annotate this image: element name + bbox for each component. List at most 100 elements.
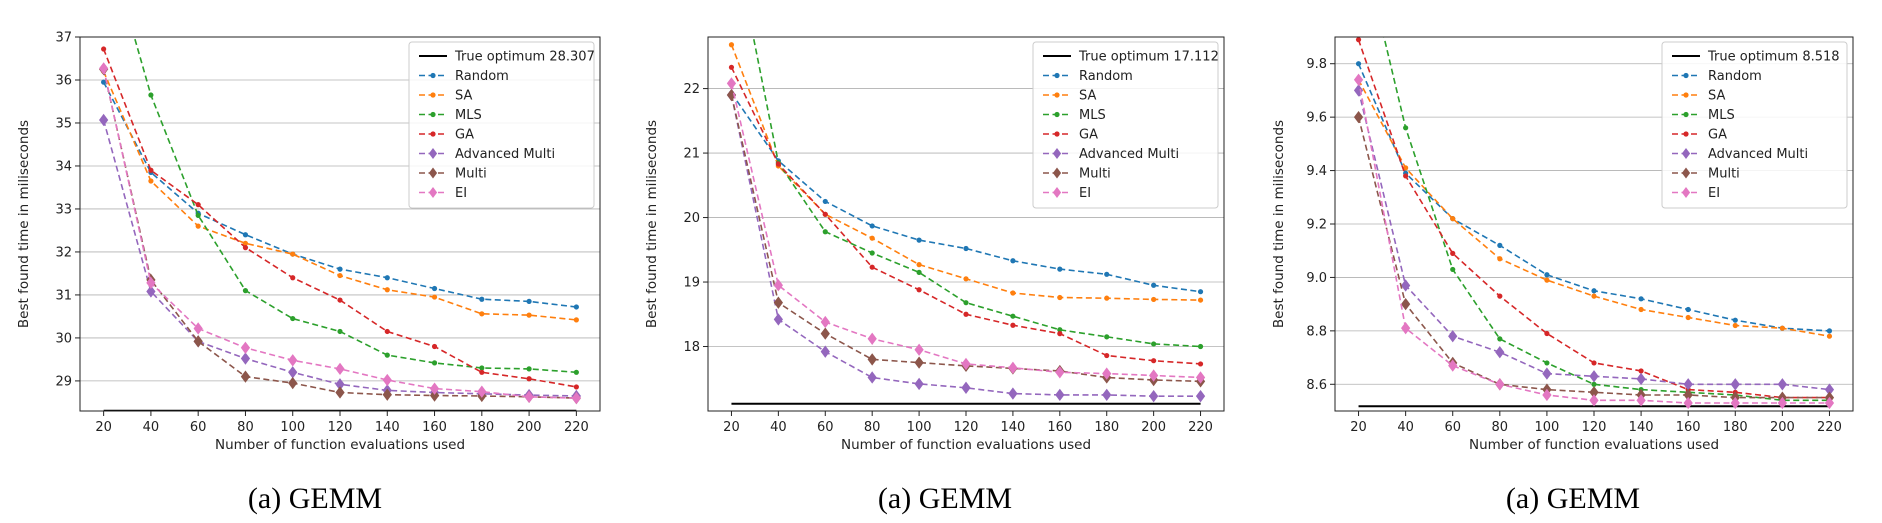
data-point-ei — [240, 341, 251, 354]
data-point-multi — [1401, 297, 1411, 311]
x-tick-label: 40 — [1397, 420, 1414, 435]
data-point-ei — [571, 391, 581, 405]
x-tick-label: 180 — [1094, 420, 1119, 435]
legend-marker — [1681, 187, 1691, 198]
data-point-sa — [963, 276, 969, 282]
data-point-ga — [195, 202, 201, 208]
series-group — [1353, 37, 1835, 410]
legend-marker — [1052, 148, 1062, 159]
legend-marker — [1681, 148, 1691, 159]
legend-label: EI — [1079, 186, 1091, 201]
legend-item-sa: SA — [419, 89, 472, 104]
y-tick-label: 18 — [683, 340, 700, 355]
data-point-ga — [1355, 37, 1362, 43]
legend-item-random: Random — [419, 69, 509, 84]
y-tick-label: 30 — [55, 331, 72, 346]
x-tick-label: 120 — [328, 420, 353, 435]
data-point-random — [822, 198, 828, 205]
data-point-ga — [728, 64, 735, 70]
legend-marker — [1052, 187, 1062, 198]
x-tick-label: 20 — [95, 420, 112, 435]
data-point-sa — [1104, 295, 1110, 301]
legend-item-advanced-multi: Advanced Multi — [1672, 147, 1808, 162]
legend-item-random: Random — [1043, 69, 1133, 84]
data-point-mls — [148, 92, 154, 98]
data-point-random — [1497, 242, 1503, 248]
data-point-ei — [1824, 396, 1835, 410]
chart-panel-2: 18 19 20 21 22 20 40 60 80 100 120 140 160 180 200 220 N… — [644, 36, 1225, 515]
data-point-random — [1010, 258, 1016, 264]
data-point-sa — [148, 178, 154, 184]
legend-label: SA — [455, 89, 472, 104]
legend-marker — [428, 148, 438, 159]
data-point-mls — [1197, 343, 1204, 350]
data-point-random — [101, 79, 107, 85]
x-tick-label: 80 — [864, 420, 881, 435]
y-axis-label: Best found time in miliseconds — [16, 120, 32, 328]
data-point-mls — [337, 328, 343, 335]
data-point-ga — [431, 343, 438, 350]
data-point-random — [1104, 271, 1110, 277]
legend-item-true-optimum-28-307: True optimum 28.307 — [419, 50, 595, 65]
data-point-ga — [101, 46, 107, 52]
data-point-mls — [1104, 334, 1110, 340]
series-group — [726, 37, 1206, 405]
data-point-advanced-multi — [1008, 387, 1018, 400]
data-point-ei — [288, 354, 298, 367]
data-point-ei — [1683, 396, 1693, 410]
data-point-advanced-multi — [1636, 372, 1646, 386]
legend-marker — [1683, 72, 1689, 79]
data-point-ga — [1057, 331, 1063, 337]
data-point-advanced-multi — [1495, 346, 1505, 359]
data-point-ei — [773, 279, 783, 292]
legend-item-advanced-multi: Advanced Multi — [419, 147, 555, 162]
series-line-random — [730, 92, 1201, 293]
data-point-mls — [431, 360, 438, 366]
data-point-ga — [526, 376, 532, 382]
y-tick-label: 35 — [55, 116, 72, 131]
data-point-ei — [1542, 388, 1552, 402]
legend-marker — [1054, 92, 1060, 98]
y-tick-label: 20 — [683, 211, 700, 226]
data-point-mls — [1403, 125, 1409, 131]
data-point-random — [1151, 282, 1157, 288]
x-tick-label: 220 — [1188, 420, 1213, 435]
legend-item-ga: GA — [1672, 128, 1727, 143]
data-point-ga — [1591, 360, 1597, 366]
data-point-multi — [382, 388, 392, 401]
data-point-advanced-multi — [1149, 390, 1159, 403]
data-point-sa — [1732, 322, 1738, 329]
data-point-sa — [916, 262, 922, 268]
legend-item-advanced-multi: Advanced Multi — [1043, 147, 1179, 162]
legend-label: Random — [1708, 69, 1762, 84]
data-point-sa — [1591, 293, 1597, 299]
x-tick-label: 20 — [1350, 420, 1367, 435]
data-point-ei — [335, 362, 345, 376]
y-tick-label: 34 — [55, 159, 72, 174]
data-point-ei — [1777, 396, 1787, 410]
data-point-ga — [384, 328, 390, 335]
data-point-multi — [335, 386, 345, 399]
data-point-random — [1732, 317, 1738, 323]
data-point-advanced-multi — [1542, 367, 1552, 380]
legend-item-multi: Multi — [1672, 167, 1740, 182]
y-tick-label: 9.8 — [1306, 57, 1327, 72]
data-point-advanced-multi — [1401, 279, 1411, 292]
chart-panel-3: 8.6 8.8 9.0 9.2 9.4 9.6 9.8 20 40 60 80 100 120 140 16… — [1271, 36, 1854, 515]
data-point-ga — [1010, 322, 1016, 328]
data-point-ei — [961, 357, 971, 371]
data-point-mls — [1057, 327, 1063, 333]
data-point-sa — [526, 312, 532, 318]
data-point-sa — [1685, 314, 1691, 321]
series-line-multi — [730, 94, 1201, 383]
data-point-sa — [1826, 333, 1833, 339]
legend-item-random: Random — [1672, 69, 1762, 84]
legend-label: EI — [1708, 186, 1720, 201]
data-point-multi — [240, 370, 251, 383]
data-point-ga — [963, 311, 969, 317]
legend: True optimum 8.518 Random SA MLS GA Advanced … — [1661, 41, 1848, 209]
data-point-random — [869, 223, 875, 229]
data-point-random — [1638, 296, 1644, 302]
data-point-random — [573, 304, 579, 310]
